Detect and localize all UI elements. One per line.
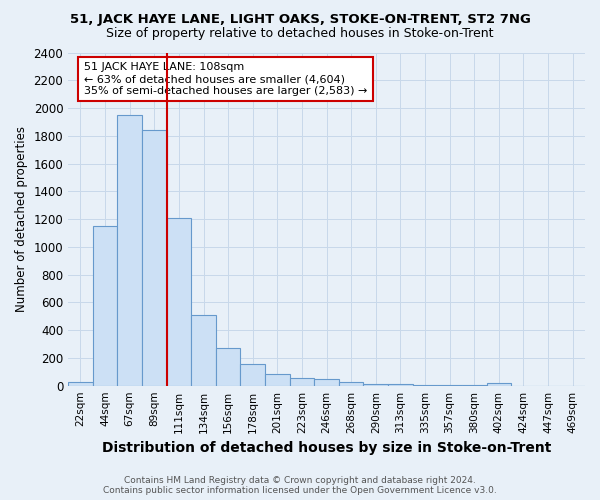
Bar	[191, 315, 216, 386]
Y-axis label: Number of detached properties: Number of detached properties	[15, 126, 28, 312]
Bar	[339, 382, 364, 386]
Bar	[118, 115, 142, 386]
Bar	[388, 384, 413, 386]
Bar	[437, 385, 462, 386]
Bar	[487, 383, 511, 386]
Bar	[68, 382, 93, 386]
X-axis label: Distribution of detached houses by size in Stoke-on-Trent: Distribution of detached houses by size …	[102, 441, 551, 455]
Bar	[364, 384, 388, 386]
Text: Contains HM Land Registry data © Crown copyright and database right 2024.
Contai: Contains HM Land Registry data © Crown c…	[103, 476, 497, 495]
Bar	[265, 374, 290, 386]
Bar	[241, 364, 265, 386]
Text: Size of property relative to detached houses in Stoke-on-Trent: Size of property relative to detached ho…	[106, 28, 494, 40]
Bar	[93, 226, 118, 386]
Bar	[290, 378, 314, 386]
Bar	[413, 385, 437, 386]
Bar	[462, 385, 487, 386]
Text: 51 JACK HAYE LANE: 108sqm
← 63% of detached houses are smaller (4,604)
35% of se: 51 JACK HAYE LANE: 108sqm ← 63% of detac…	[83, 62, 367, 96]
Bar	[167, 218, 191, 386]
Text: 51, JACK HAYE LANE, LIGHT OAKS, STOKE-ON-TRENT, ST2 7NG: 51, JACK HAYE LANE, LIGHT OAKS, STOKE-ON…	[70, 12, 530, 26]
Bar	[216, 348, 241, 386]
Bar	[314, 380, 339, 386]
Bar	[142, 130, 167, 386]
